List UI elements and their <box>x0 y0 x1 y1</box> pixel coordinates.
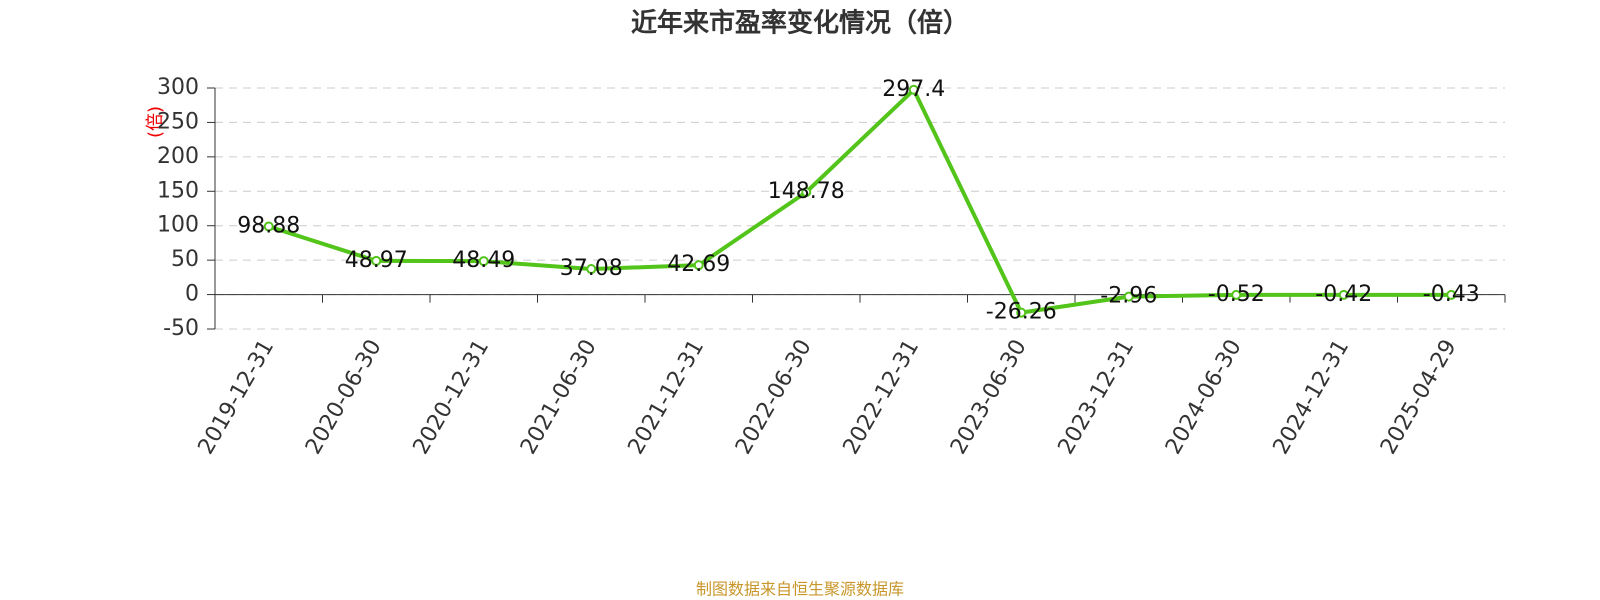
x-tick-label: 2020-12-31 <box>409 336 495 459</box>
value-label: 48.97 <box>345 248 408 273</box>
x-tick-label: 2025-04-29 <box>1376 336 1462 459</box>
source-note: 制图数据来自恒生聚源数据库 <box>696 580 904 599</box>
y-tick-label: 300 <box>157 75 199 100</box>
value-label: -26.26 <box>986 300 1057 325</box>
y-tick-label: 250 <box>157 109 199 134</box>
point <box>263 221 274 232</box>
value-label: 48.49 <box>452 248 515 273</box>
y-tick-label: 50 <box>171 247 199 272</box>
x-tick-label: 2024-06-30 <box>1161 336 1247 459</box>
x-tick-label: 2023-12-31 <box>1054 336 1140 459</box>
x-tick-label: 2022-06-30 <box>731 336 817 459</box>
point <box>1123 291 1134 302</box>
x-tick-label: 2021-12-31 <box>624 336 710 459</box>
y-axis-label: (倍) <box>145 106 166 138</box>
x-tick-label: 2021-06-30 <box>516 336 602 459</box>
value-label: 37.08 <box>560 256 623 281</box>
point <box>801 187 812 198</box>
point <box>1446 289 1457 300</box>
x-tick-label: 2020-06-30 <box>301 336 387 459</box>
point <box>478 256 489 267</box>
point <box>371 255 382 266</box>
line <box>268 87 1452 315</box>
x-tick-label: 2022-12-31 <box>839 336 925 459</box>
point <box>1338 289 1349 300</box>
point <box>1231 289 1242 300</box>
value-label: -0.43 <box>1423 282 1480 307</box>
y-tick-label: 100 <box>157 213 199 238</box>
x-tick-label: 2024-12-31 <box>1269 336 1355 459</box>
value-label: 148.78 <box>768 179 845 204</box>
value-label: 98.88 <box>237 213 300 238</box>
point <box>1016 307 1027 318</box>
point <box>586 264 597 275</box>
point <box>908 84 919 95</box>
value-label: 42.69 <box>667 252 730 277</box>
value-label: -0.42 <box>1315 282 1372 307</box>
y-tick-label: 0 <box>185 282 199 307</box>
x-tick-label: 2023-06-30 <box>946 336 1032 459</box>
value-label: -2.96 <box>1100 284 1157 309</box>
chart-title: 近年来市盈率变化情况（倍） <box>631 8 969 39</box>
point <box>693 260 704 271</box>
y-tick-label: -50 <box>163 316 199 341</box>
value-label: 297.4 <box>882 77 945 102</box>
y-tick-label: 150 <box>157 178 199 203</box>
x-tick-label: 2019-12-31 <box>194 336 280 459</box>
value-label: -0.52 <box>1208 282 1265 307</box>
y-tick-label: 200 <box>157 144 199 169</box>
